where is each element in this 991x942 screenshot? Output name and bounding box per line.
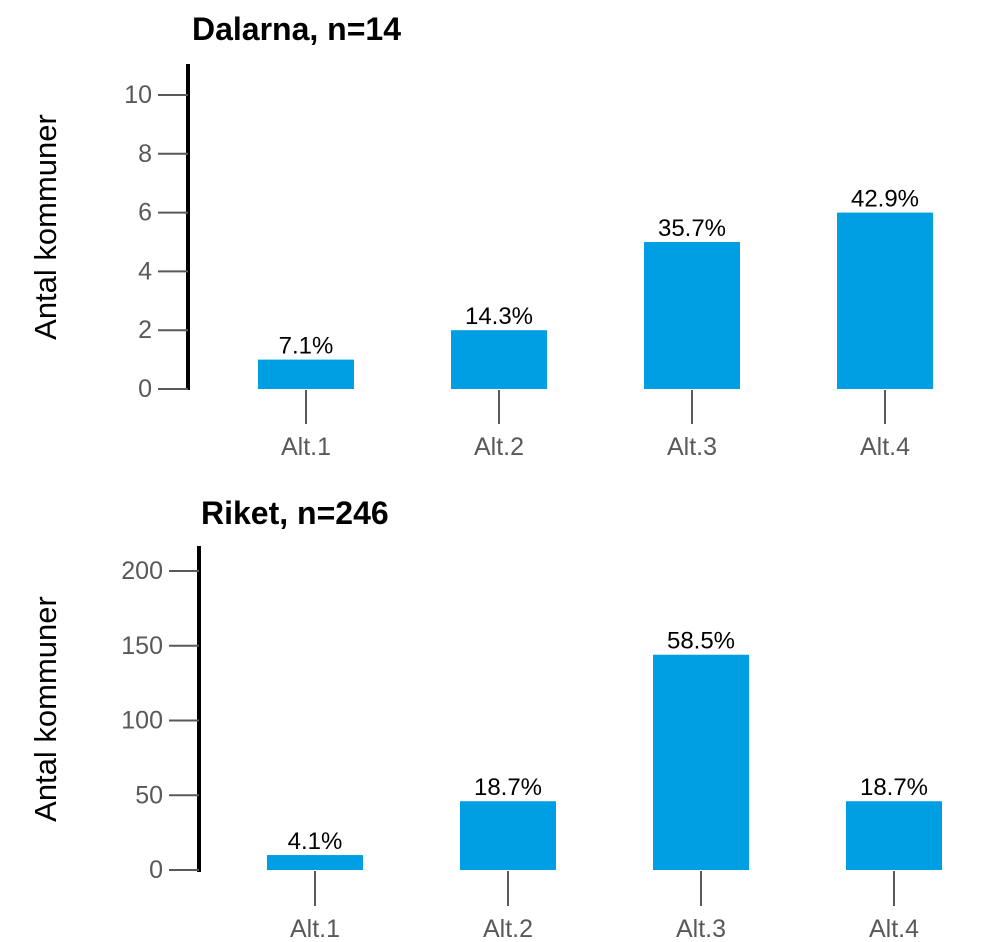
- data-label: 14.3%: [465, 303, 533, 330]
- y-tick-label: 150: [121, 632, 163, 660]
- y-tick-label: 6: [138, 199, 152, 227]
- x-tick-label: Alt.4: [869, 915, 919, 942]
- y-tick-label: 4: [138, 257, 152, 285]
- y-tick-label: 50: [135, 781, 163, 809]
- x-tick-label: Alt.4: [860, 433, 910, 461]
- data-label: 42.9%: [851, 186, 919, 213]
- chart-title: Dalarna, n=14: [192, 11, 401, 47]
- x-tick-label: Alt.3: [676, 915, 726, 942]
- bar: [644, 242, 740, 389]
- bar: [837, 212, 933, 389]
- bar: [258, 359, 354, 389]
- y-tick-label: 0: [138, 375, 152, 403]
- data-label: 18.7%: [474, 774, 542, 801]
- data-label: 4.1%: [288, 828, 343, 855]
- y-tick-label: 200: [121, 557, 163, 585]
- y-axis-label: Antal kommuner: [28, 114, 63, 340]
- y-tick-label: 0: [149, 856, 163, 884]
- data-label: 18.7%: [860, 774, 928, 801]
- x-tick-label: Alt.1: [290, 915, 340, 942]
- y-tick-label: 100: [121, 707, 163, 735]
- y-tick-label: 2: [138, 316, 152, 344]
- y-axis-label: Antal kommuner: [28, 596, 63, 822]
- data-label: 58.5%: [667, 628, 735, 655]
- x-tick-label: Alt.2: [474, 433, 524, 461]
- y-tick-label: 8: [138, 140, 152, 168]
- chart-title: Riket, n=246: [201, 495, 389, 531]
- x-tick-label: Alt.3: [667, 433, 717, 461]
- bar: [846, 801, 942, 870]
- bar: [460, 801, 556, 870]
- bar: [653, 654, 749, 870]
- data-label: 35.7%: [658, 215, 726, 242]
- y-tick-label: 10: [124, 81, 152, 109]
- bar: [451, 330, 547, 389]
- data-label: 7.1%: [279, 333, 334, 360]
- bar: [267, 855, 363, 870]
- x-tick-label: Alt.2: [483, 915, 533, 942]
- x-tick-label: Alt.1: [281, 433, 331, 461]
